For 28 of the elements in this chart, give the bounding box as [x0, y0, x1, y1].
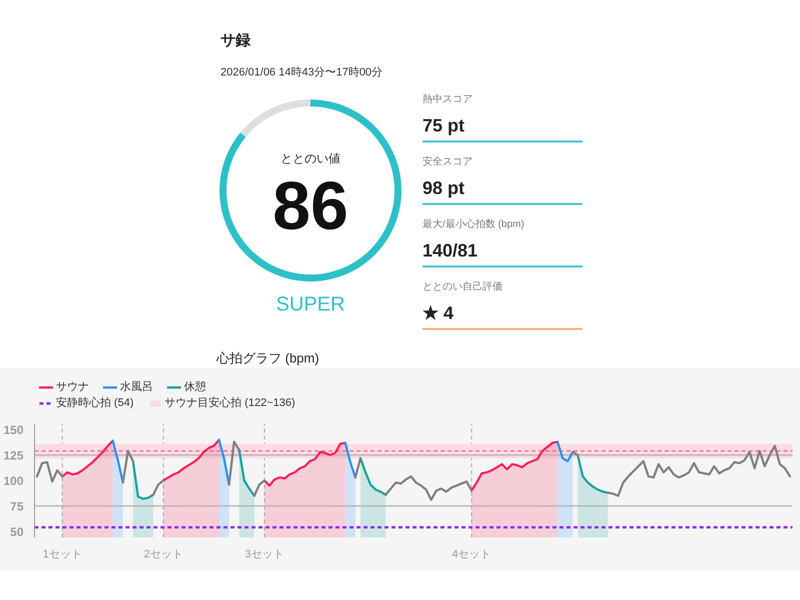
text: 140/81	[422, 240, 478, 260]
text: ★ 4	[422, 303, 454, 323]
x-tick-label: 2セット	[144, 548, 183, 560]
text: ととのい自己評価	[422, 280, 502, 292]
y-tick-label: 150	[3, 423, 24, 438]
y-tick-label: 50	[10, 524, 24, 539]
legend-label: サウナ	[56, 380, 89, 394]
legend-label: 水風呂	[120, 380, 153, 394]
chart-subtitle: 2026/01/06 14時43分〜17時00分	[220, 66, 383, 78]
chart-title: サ録	[220, 32, 250, 49]
text: SUPER	[276, 294, 345, 316]
text: 熱中スコア	[422, 93, 472, 105]
x-tick-label: 3セット	[244, 548, 284, 560]
text: 最大/最小心拍数 (bpm)	[422, 218, 524, 230]
y-tick-label: 75	[10, 499, 24, 514]
data-label: 86	[272, 168, 348, 244]
chart-title: 心拍グラフ (bpm)	[216, 350, 320, 366]
text: 75 pt	[422, 116, 465, 136]
text: 安全スコア	[422, 156, 472, 168]
text: ととのい値	[280, 152, 340, 166]
x-tick-label: 4セット	[452, 548, 492, 560]
legend-label: サウナ目安心拍 (122~136)	[164, 396, 296, 410]
text: 98 pt	[422, 178, 465, 198]
x-tick-label: 1セット	[42, 548, 82, 560]
legend-label: 休憩	[184, 380, 206, 394]
y-tick-label: 100	[3, 474, 24, 488]
y-tick-label: 125	[3, 448, 24, 463]
legend-label: 安静時心拍 (54)	[56, 396, 134, 410]
